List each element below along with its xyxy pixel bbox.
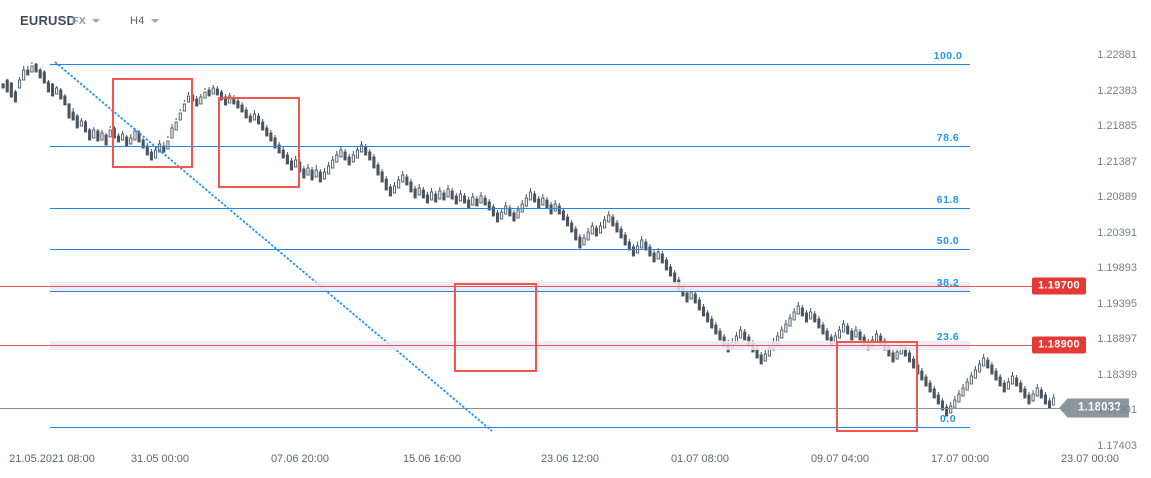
price-alert-line[interactable]	[0, 286, 1035, 287]
fib-level-line[interactable]	[50, 64, 970, 65]
pattern-box-4[interactable]	[836, 341, 918, 432]
pattern-box-1[interactable]	[112, 78, 193, 168]
fib-level-label: 38.2	[936, 277, 960, 289]
fib-level-label: 78.6	[936, 132, 960, 144]
fib-level-line[interactable]	[50, 291, 970, 292]
market-selector[interactable]: FX	[72, 15, 101, 27]
symbol-label[interactable]: EURUSD	[20, 13, 77, 28]
candlestick-series	[1, 62, 1055, 417]
fib-level-label: 61.8	[936, 194, 960, 206]
price-axis-tick: 1.18897	[1097, 333, 1137, 346]
price-plot-area[interactable]	[0, 38, 1055, 444]
price-axis-tick: 1.17403	[1097, 440, 1137, 452]
fib-level-line[interactable]	[50, 427, 970, 428]
time-axis-tick: 23.06 12:00	[540, 453, 600, 465]
fib-level-label: 50.0	[936, 235, 960, 247]
price-axis-tick: 1.19395	[1097, 297, 1137, 310]
price-axis-tick: 1.20391	[1097, 226, 1137, 239]
chevron-down-icon	[150, 19, 159, 23]
fib-level-line[interactable]	[50, 249, 970, 250]
price-alert-line[interactable]	[0, 345, 1035, 346]
timeframe-selector[interactable]: H4	[130, 15, 159, 27]
current-price-line	[0, 408, 1085, 409]
chart-toolbar: EURUSD FX H4	[0, 0, 1151, 38]
time-axis-tick: 07.06 20:00	[270, 453, 330, 465]
price-axis-tick: 1.22383	[1097, 84, 1137, 97]
fib-level-line[interactable]	[50, 208, 970, 209]
trendline[interactable]	[0, 38, 1055, 444]
market-selector-label: FX	[72, 15, 87, 27]
time-axis-tick: 01.07 08:00	[670, 453, 730, 465]
time-axis-tick: 15.06 16:00	[402, 453, 462, 465]
fib-level-label: 23.6	[936, 331, 960, 343]
price-axis-tick: 1.20889	[1097, 191, 1137, 204]
price-axis[interactable]: 1.22881 1.22383 1.21885 1.21387 1.20889 1.203…	[1055, 38, 1151, 452]
price-alert-badge[interactable]: 1.19700	[1032, 277, 1086, 295]
fib-level-line[interactable]	[50, 146, 970, 147]
price-axis-tick: 1.21885	[1097, 120, 1137, 133]
fib-level-label: 100.0	[933, 50, 963, 62]
fib-level-label: 0.0	[939, 413, 957, 425]
time-axis-tick: 09.07 04:00	[810, 453, 870, 465]
current-price-badge: 1.18033	[1068, 398, 1129, 418]
time-axis[interactable]: 21.05.2021 08:00 31.05 00:00 07.06 20:00 15…	[0, 444, 1151, 478]
time-axis-tick: 23.07 00:00	[1060, 453, 1120, 465]
time-axis-tick: 31.05 00:00	[130, 453, 190, 465]
price-axis-tick: 1.17901	[1097, 404, 1137, 417]
price-axis-tick: 1.22881	[1097, 49, 1137, 61]
timeframe-selector-label: H4	[130, 15, 145, 27]
chevron-down-icon	[92, 19, 101, 23]
current-price-arrow	[1059, 398, 1068, 418]
price-axis-tick: 1.21387	[1097, 155, 1137, 168]
price-alert-badge[interactable]: 1.18900	[1032, 336, 1086, 354]
time-axis-tick: 17.07 00:00	[930, 453, 990, 465]
pattern-box-3[interactable]	[454, 283, 537, 372]
time-axis-tick: 21.05.2021 08:00	[9, 453, 95, 465]
price-axis-tick: 1.19893	[1097, 262, 1137, 275]
pattern-box-2[interactable]	[218, 97, 300, 188]
price-axis-tick: 1.18399	[1097, 368, 1137, 381]
